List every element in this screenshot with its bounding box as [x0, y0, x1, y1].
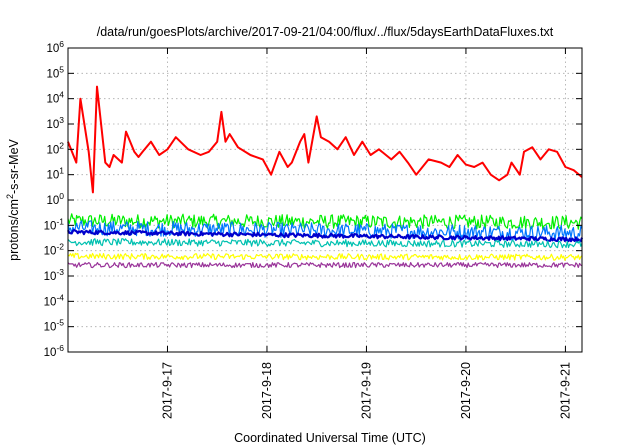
y-tick-label: 101: [46, 166, 64, 182]
x-axis-ticks: 2017-9-17 2017-9-18 2017-9-19 2017-9-20 2017…: [160, 48, 572, 419]
y-tick-label-base: 10: [46, 170, 59, 182]
series-line-5: [67, 238, 583, 249]
y-tick-label-exp: 5: [59, 64, 64, 74]
y-tick-label: 10-5: [44, 318, 65, 334]
x-tick-label: 2017-9-19: [359, 362, 373, 419]
y-axis-label: protons/cm2-s-sr-MeV: [5, 138, 21, 260]
y-tick-label: 103: [46, 115, 64, 131]
series-group: [67, 85, 584, 269]
x-tick-label: 2017-9-21: [558, 362, 572, 419]
y-axis-label-base: protons/cm: [7, 199, 21, 261]
y-tick-label-base: 10: [46, 119, 59, 131]
x-tick-label: 2017-9-17: [160, 362, 174, 419]
series-line-4: [67, 229, 584, 243]
y-tick-label: 10-2: [44, 242, 65, 258]
y-tick-label-exp: -5: [56, 318, 64, 328]
y-tick-label-base: 10: [44, 322, 57, 334]
series-line-2: [67, 213, 583, 230]
y-tick-label-base: 10: [44, 296, 57, 308]
y-axis-label-rest: -s-sr-MeV: [7, 138, 21, 194]
y-tick-label-exp: -1: [56, 216, 64, 226]
y-tick-label: 10-1: [44, 216, 65, 232]
y-tick-label-base: 10: [46, 68, 59, 80]
y-tick-label-exp: 1: [59, 166, 64, 176]
x-tick-label: 2017-9-20: [459, 362, 473, 419]
y-axis-ticks: 10-610-510-410-310-210-11001011021031041…: [44, 39, 582, 359]
y-tick-label: 104: [46, 90, 64, 106]
chart-title: /data/run/goesPlots/archive/2017-09-21/0…: [97, 25, 554, 39]
y-tick-label: 102: [46, 140, 64, 156]
y-tick-label-base: 10: [46, 94, 59, 106]
y-tick-label-base: 10: [46, 43, 59, 55]
x-tick-label: 2017-9-18: [260, 362, 274, 419]
series-line-7: [67, 261, 583, 269]
y-tick-label-base: 10: [46, 144, 59, 156]
y-tick-label-base: 10: [44, 246, 57, 258]
y-tick-label-exp: -6: [56, 343, 64, 353]
y-tick-label-exp: -4: [56, 292, 64, 302]
y-tick-label-exp: -2: [56, 242, 64, 252]
y-tick-label-exp: 6: [59, 39, 64, 49]
y-axis-label-sup: 2: [5, 194, 15, 199]
y-tick-label: 106: [46, 39, 64, 55]
y-tick-label-base: 10: [44, 271, 57, 283]
y-tick-label-exp: 2: [59, 140, 64, 150]
y-tick-label-base: 10: [44, 220, 57, 232]
y-tick-label-exp: -3: [56, 267, 64, 277]
y-tick-label-exp: 3: [59, 115, 64, 125]
y-tick-label-base: 10: [44, 347, 57, 359]
y-tick-label: 10-4: [44, 292, 65, 308]
y-tick-label-exp: 0: [59, 191, 64, 201]
x-axis-label: Coordinated Universal Time (UTC): [234, 431, 426, 445]
y-tick-label: 10-3: [44, 267, 65, 283]
y-tick-label-base: 10: [46, 195, 59, 207]
series-line-6: [67, 252, 583, 261]
y-tick-label: 100: [46, 191, 64, 207]
y-tick-label: 10-6: [44, 343, 65, 359]
grid: [68, 48, 582, 352]
y-tick-label: 105: [46, 64, 64, 80]
y-tick-label-exp: 4: [59, 90, 64, 100]
series-line-1: [67, 85, 583, 194]
